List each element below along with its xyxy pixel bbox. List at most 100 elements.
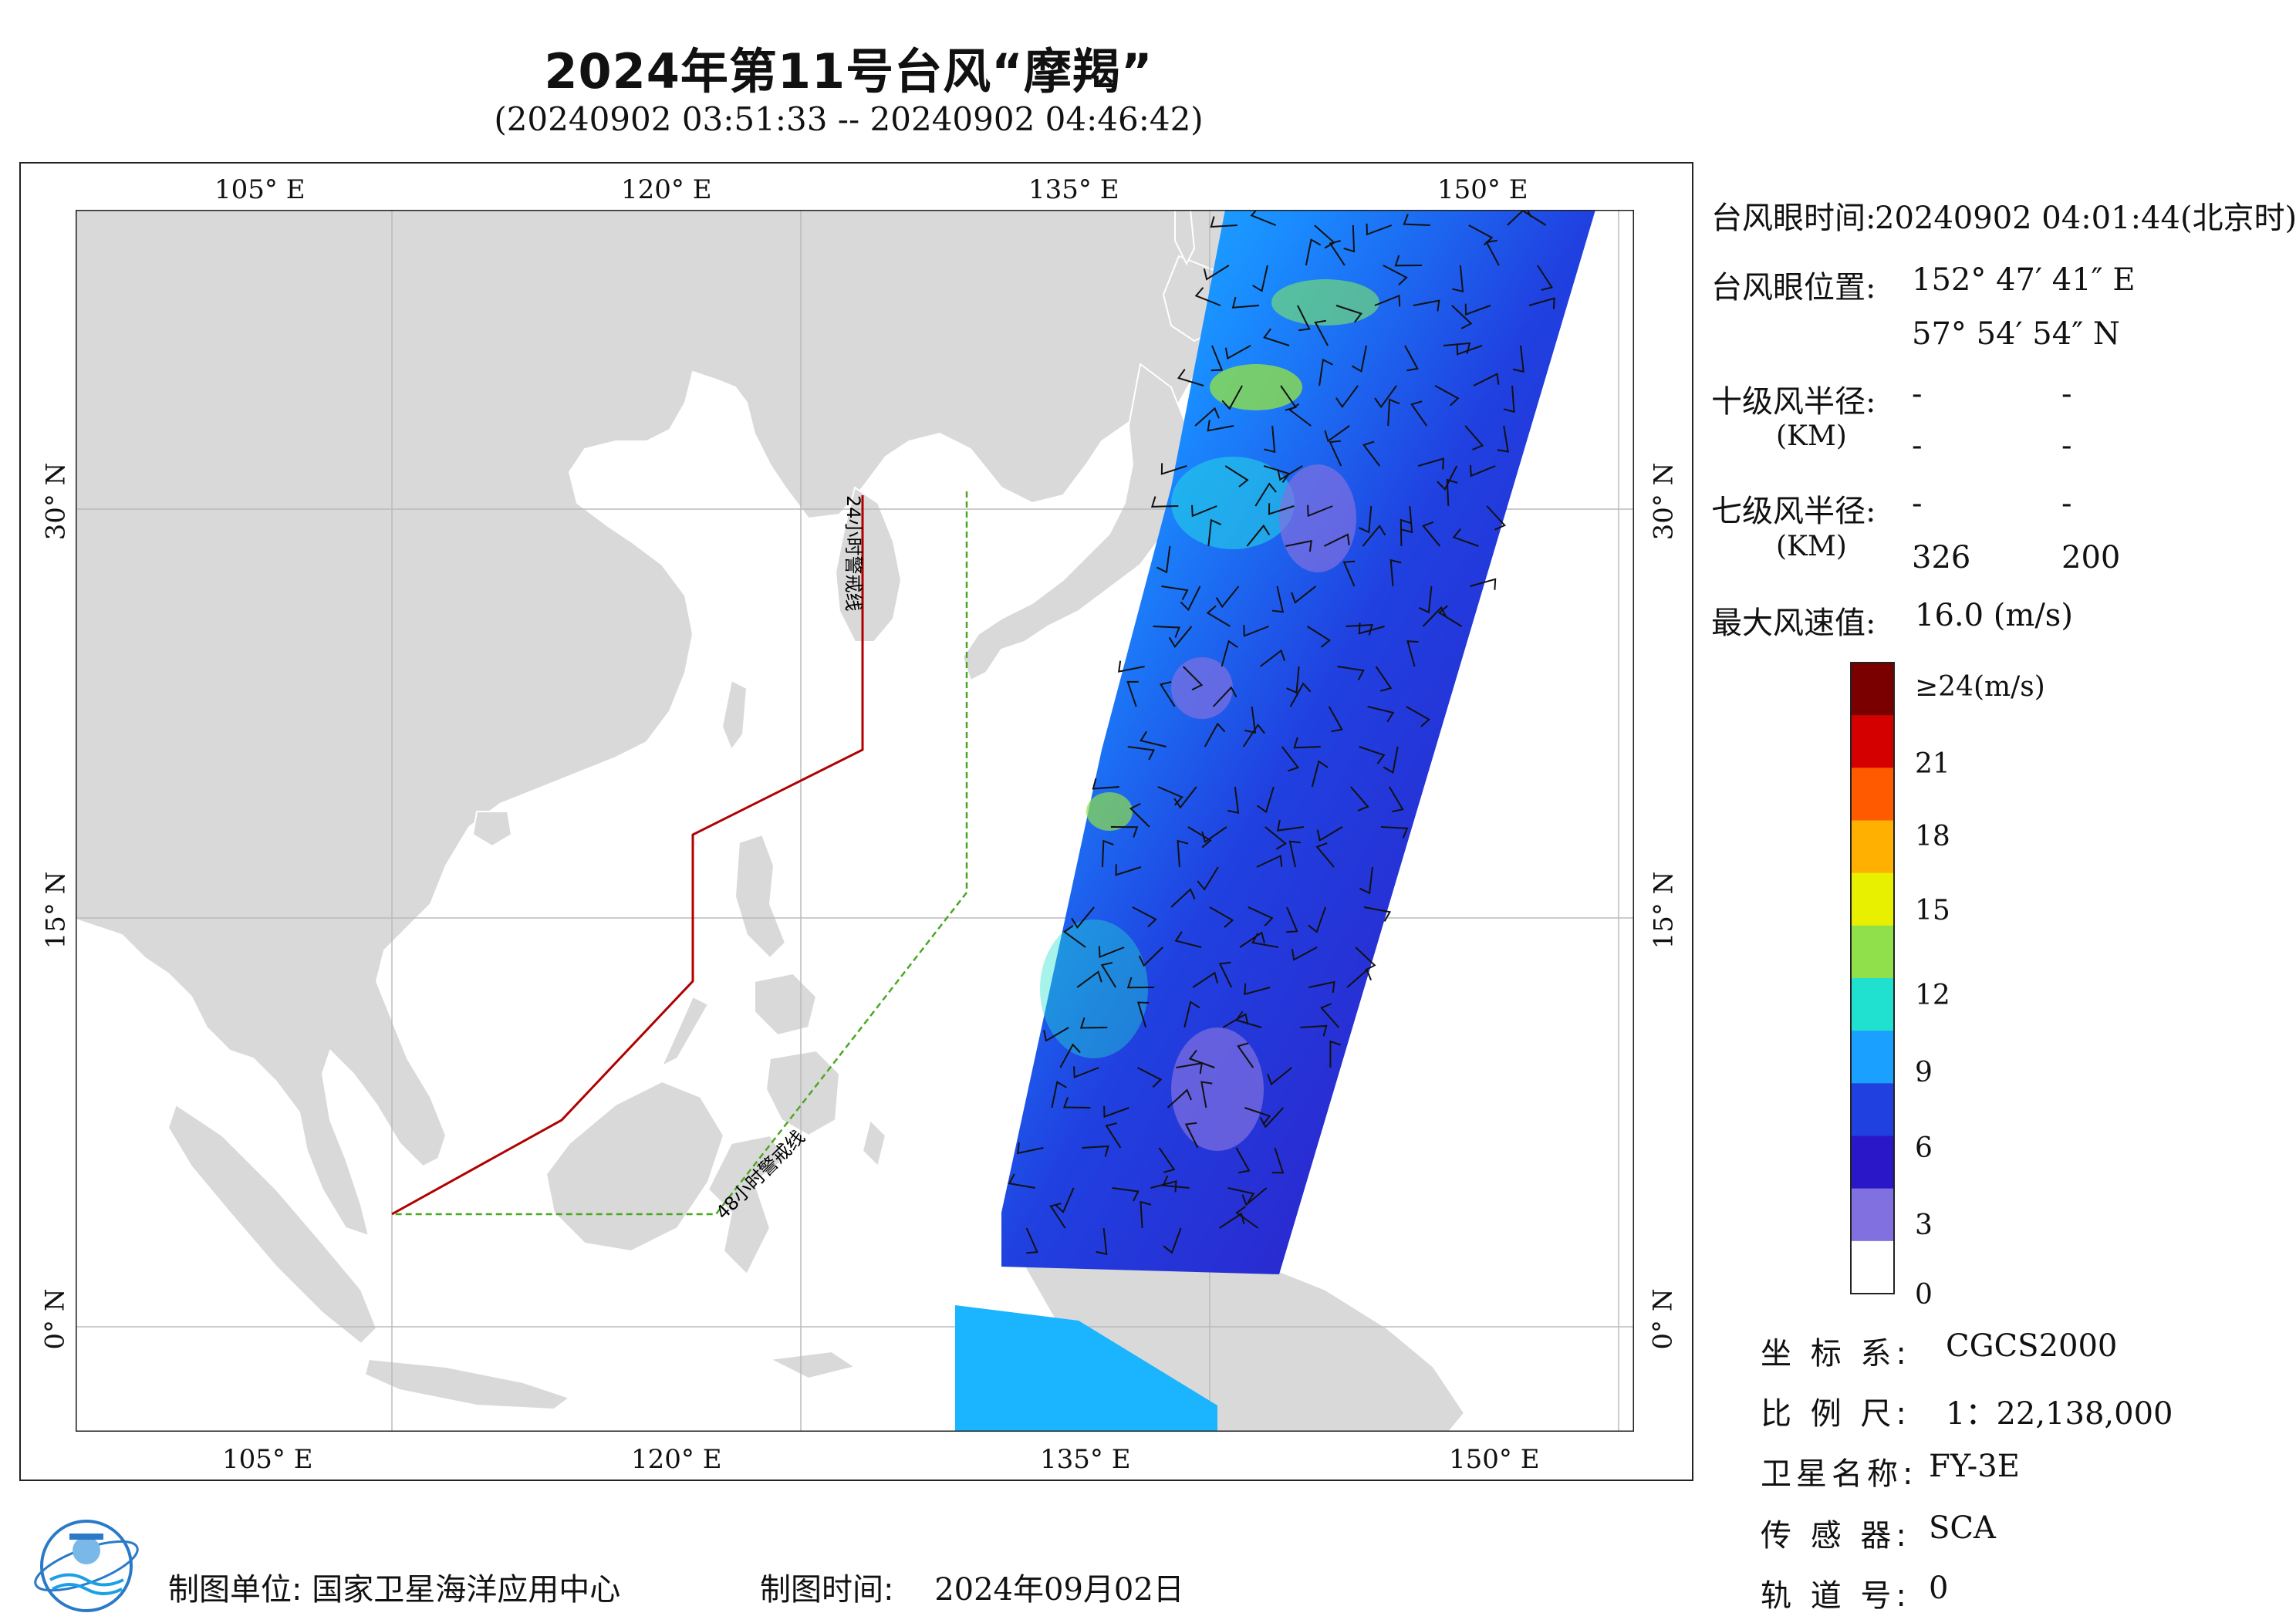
wind-barb	[1206, 605, 1231, 627]
wind-barb	[1182, 666, 1204, 691]
max-wind-value: 16.0 (m/s)	[1915, 598, 2073, 633]
wind-barb	[1394, 255, 1422, 267]
wind-barb	[1350, 786, 1369, 812]
wind-barb	[1246, 524, 1271, 547]
wind-barb	[1201, 826, 1227, 844]
wind-barb	[1335, 385, 1359, 409]
wind-barb	[1008, 1173, 1035, 1189]
wind-barb	[1359, 866, 1373, 895]
wind-barb	[1281, 746, 1300, 772]
wind-barb	[1342, 560, 1356, 587]
r10-unit: (KM)	[1776, 420, 1847, 452]
wind-barb	[1387, 398, 1400, 427]
wind-barb	[1110, 826, 1139, 838]
wind-barb	[1256, 855, 1283, 868]
wind-patch-low-3	[1171, 1027, 1264, 1151]
wind-barb	[1235, 1147, 1251, 1174]
wind-barb	[1237, 1042, 1254, 1068]
wind-barb	[1017, 1142, 1044, 1155]
colorbar-segment	[1851, 872, 1894, 926]
lat-tick-right-0: 0° N	[1647, 1288, 1679, 1350]
wind-barbs	[1008, 210, 1555, 1256]
land-timor	[767, 1350, 857, 1380]
eye-time-label: 台风眼时间:	[1711, 201, 1876, 236]
wind-barb	[1337, 666, 1365, 681]
map-canvas: 24小时警戒线 48小时警戒线	[76, 210, 1634, 1432]
colorbar-label-6: 6	[1915, 1132, 1933, 1164]
lat-tick-right-15: 15° N	[1648, 871, 1680, 950]
wind-barb	[1209, 906, 1234, 928]
wind-barb	[1241, 1187, 1268, 1206]
wind-barb	[1051, 1081, 1067, 1108]
colorbar-segment	[1851, 1135, 1894, 1189]
wind-barb	[1098, 946, 1125, 959]
crs-label: 坐 标 系:	[1761, 1336, 1911, 1372]
wind-swath-lower	[955, 1305, 1217, 1432]
wind-barb	[1374, 385, 1397, 409]
wind-barb	[1308, 906, 1326, 933]
land-java	[363, 1358, 572, 1411]
wind-barb	[1231, 296, 1260, 309]
wind-barb	[1204, 722, 1226, 747]
wind-barb	[1126, 977, 1155, 989]
colorbar-segment	[1851, 1031, 1894, 1084]
land-borneo	[545, 1080, 725, 1253]
r10-val-1: -	[1912, 376, 1923, 412]
wind-barb	[1437, 605, 1463, 627]
wind-barb	[1140, 1200, 1152, 1229]
wind-barb	[1289, 682, 1312, 707]
scale-label: 比 例 尺:	[1761, 1396, 1911, 1432]
footer-unit: 制图单位: 国家卫星海洋应用中心	[168, 1564, 620, 1609]
wind-barb	[1311, 760, 1329, 788]
map-title: 2024年第11号台风“摩羯”	[544, 43, 1153, 100]
wind-barb	[1285, 540, 1312, 552]
footer-time-label: 制图时间:	[760, 1572, 894, 1608]
wind-barb	[1413, 299, 1440, 312]
crs-value: CGCS2000	[1946, 1328, 2118, 1364]
orbit-label: 轨 道 号:	[1761, 1578, 1911, 1614]
wind-barb	[1025, 1227, 1038, 1254]
wind-barb	[1257, 786, 1275, 814]
colorbar-label-15: 15	[1915, 895, 1950, 926]
wind-barb	[1197, 866, 1219, 891]
land-hainan	[471, 811, 513, 848]
land-asia-mainland	[76, 210, 1265, 1237]
lon-tick-top-135: 135° E	[1028, 174, 1119, 205]
wind-barb	[1248, 906, 1274, 927]
lon-tick-top-150: 150° E	[1437, 174, 1528, 205]
wind-barb	[1291, 585, 1317, 604]
wind-barb	[1187, 826, 1212, 849]
wind-barb	[1380, 826, 1409, 839]
wind-barb	[1293, 737, 1321, 749]
wind-barb	[1383, 746, 1399, 774]
wind-barb	[1434, 385, 1460, 407]
wind-patch-yellow	[1210, 364, 1302, 410]
nsoas-logo-icon	[34, 1520, 139, 1612]
wind-barb	[1404, 345, 1419, 372]
wind-barb	[1180, 585, 1201, 612]
colorbar-segment	[1851, 820, 1894, 874]
wind-barb	[1227, 1187, 1255, 1203]
wind-barb	[1170, 888, 1196, 908]
colorbar-label-18: 18	[1915, 821, 1950, 852]
wind-barb	[1359, 505, 1373, 534]
wind-barb	[1192, 971, 1219, 988]
colorbar-segment	[1851, 715, 1894, 768]
wind-barb	[1297, 305, 1311, 332]
wind-barb	[1126, 680, 1139, 707]
wind-barb	[1194, 287, 1221, 306]
wind-barb	[1218, 961, 1233, 988]
wind-barb	[1073, 1066, 1099, 1078]
wind-barb	[1207, 518, 1222, 547]
wind-barb	[1207, 420, 1234, 432]
wind-barb	[1062, 925, 1086, 948]
wind-barb	[1268, 503, 1295, 515]
wind-barb	[1286, 906, 1298, 933]
warning-line-24h	[391, 495, 864, 1216]
wind-barb	[1507, 210, 1532, 226]
wind-barb	[1127, 746, 1155, 761]
wind-barb	[1358, 623, 1385, 635]
colorbar-segment	[1851, 1188, 1894, 1242]
wind-barb	[1103, 1105, 1129, 1119]
wind-barb	[1177, 369, 1204, 386]
